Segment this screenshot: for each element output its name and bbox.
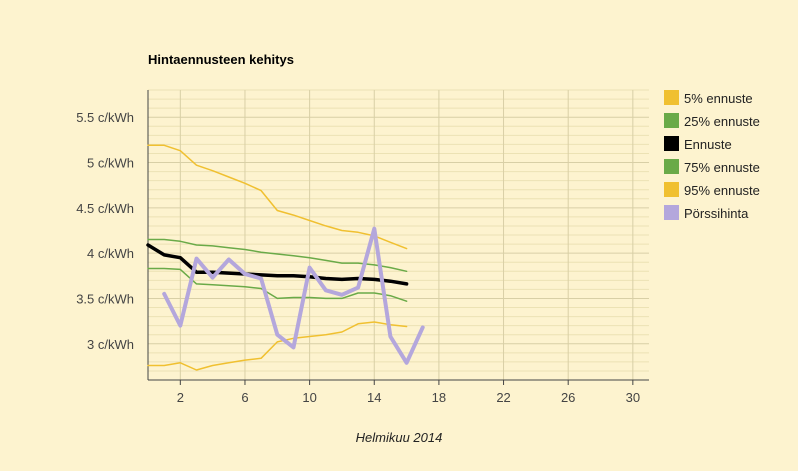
chart-title: Hintaennusteen kehitys — [148, 52, 294, 67]
y-tick-label: 3 c/kWh — [87, 337, 134, 352]
x-tick-label: 22 — [496, 390, 510, 405]
legend-label: Pörssihinta — [684, 206, 749, 221]
x-axis-title: Helmikuu 2014 — [356, 430, 443, 445]
series-line-0 — [147, 144, 408, 250]
series-line-5 — [162, 226, 425, 365]
legend-label: 95% ennuste — [684, 183, 760, 198]
legend-swatch — [664, 182, 679, 197]
y-tick-label: 5 c/kWh — [87, 156, 134, 171]
x-tick-label: 30 — [626, 390, 640, 405]
series-line-2 — [146, 243, 409, 286]
legend-swatch — [664, 205, 679, 220]
series-line-4 — [147, 321, 408, 371]
series — [146, 144, 425, 371]
y-tick-label: 3.5 c/kWh — [76, 291, 134, 306]
grid — [148, 89, 649, 380]
x-tick-label: 18 — [432, 390, 446, 405]
x-tick-label: 14 — [367, 390, 381, 405]
legend-label: 75% ennuste — [684, 160, 760, 175]
axes — [147, 90, 649, 381]
legend-label: 25% ennuste — [684, 114, 760, 129]
y-tick-label: 4.5 c/kWh — [76, 201, 134, 216]
y-tick-label: 5.5 c/kWh — [76, 110, 134, 125]
x-tick-label: 26 — [561, 390, 575, 405]
tick-labels: 3 c/kWh 3.5 c/kWh 4 c/kWh 4.5 c/kWh 5 c/kWh 5… — [76, 110, 640, 405]
legend-swatch — [664, 90, 679, 105]
legend-label: 5% ennuste — [684, 91, 753, 106]
legend: 5% ennuste 25% ennuste Ennuste 75% ennuste 9… — [664, 90, 760, 221]
x-tick-label: 6 — [241, 390, 248, 405]
legend-swatch — [664, 136, 679, 151]
legend-label: Ennuste — [684, 137, 732, 152]
x-tick-label: 2 — [177, 390, 184, 405]
legend-swatch — [664, 159, 679, 174]
legend-swatch — [664, 113, 679, 128]
y-tick-label: 4 c/kWh — [87, 246, 134, 261]
x-tick-label: 10 — [302, 390, 316, 405]
